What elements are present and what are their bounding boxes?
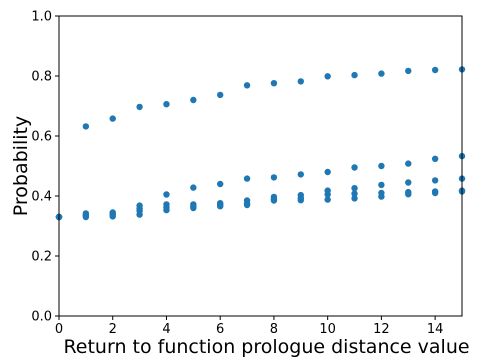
data-point: [351, 71, 358, 79]
data-point: [378, 181, 385, 189]
x-axis-label: Return to function prologue distance val…: [63, 336, 469, 358]
data-point: [217, 180, 224, 188]
data-point: [324, 73, 331, 80]
data-point: [270, 197, 278, 204]
x-tick-label: 8: [270, 322, 278, 337]
data-point: [297, 78, 304, 85]
data-point: [109, 115, 116, 122]
data-point: [82, 123, 90, 130]
data-point: [136, 103, 143, 111]
x-tick-label: 6: [216, 322, 224, 337]
y-tick-label: 0.8: [31, 70, 52, 85]
data-point: [324, 168, 331, 176]
y-axis-label: Probability: [10, 116, 32, 216]
data-point: [136, 211, 143, 218]
y-tick-label: 0.0: [31, 310, 52, 325]
data-point: [405, 179, 412, 186]
data-point: [270, 80, 278, 87]
data-point: [431, 66, 439, 74]
y-axis-ticks: 0.0 0.2 0.4 0.6 0.8 1.0: [31, 10, 59, 325]
data-points: [55, 66, 466, 221]
data-point: [431, 155, 439, 162]
x-tick-label: 4: [162, 322, 170, 337]
y-tick-label: 0.4: [31, 190, 52, 205]
data-point: [217, 203, 224, 210]
data-point: [405, 160, 412, 167]
data-point: [270, 174, 278, 181]
data-point: [109, 213, 116, 220]
data-point: [405, 67, 412, 75]
plot-frame: [58, 15, 463, 317]
y-tick-label: 0.6: [31, 130, 52, 145]
data-point: [405, 191, 412, 198]
x-tick-label: 14: [427, 322, 444, 337]
x-tick-label: 12: [373, 322, 390, 337]
data-point: [190, 204, 197, 212]
data-point: [431, 189, 439, 197]
data-point: [431, 177, 439, 184]
y-tick-label: 1.0: [31, 10, 52, 25]
data-point: [378, 162, 385, 170]
data-point: [190, 184, 197, 191]
data-point: [243, 175, 251, 182]
data-point: [351, 185, 358, 192]
data-point: [324, 191, 331, 198]
data-point: [351, 190, 358, 197]
data-point: [378, 193, 385, 200]
x-axis-ticks: 0 2 4 6 8 10 12 14: [55, 316, 444, 337]
data-point: [351, 164, 358, 171]
data-point: [190, 96, 197, 104]
data-point: [324, 196, 331, 203]
data-point: [243, 201, 251, 209]
data-point: [297, 197, 304, 204]
data-point: [163, 206, 170, 214]
data-point: [217, 91, 224, 99]
data-point: [243, 82, 251, 89]
data-point: [378, 70, 385, 77]
x-tick-label: 10: [319, 322, 336, 337]
x-tick-label: 0: [55, 322, 63, 337]
x-tick-label: 2: [109, 322, 117, 337]
data-point: [297, 171, 304, 178]
data-point: [82, 213, 90, 221]
data-point: [163, 101, 170, 108]
data-point: [351, 195, 358, 202]
y-tick-label: 0.2: [31, 250, 52, 265]
data-point: [163, 191, 170, 198]
